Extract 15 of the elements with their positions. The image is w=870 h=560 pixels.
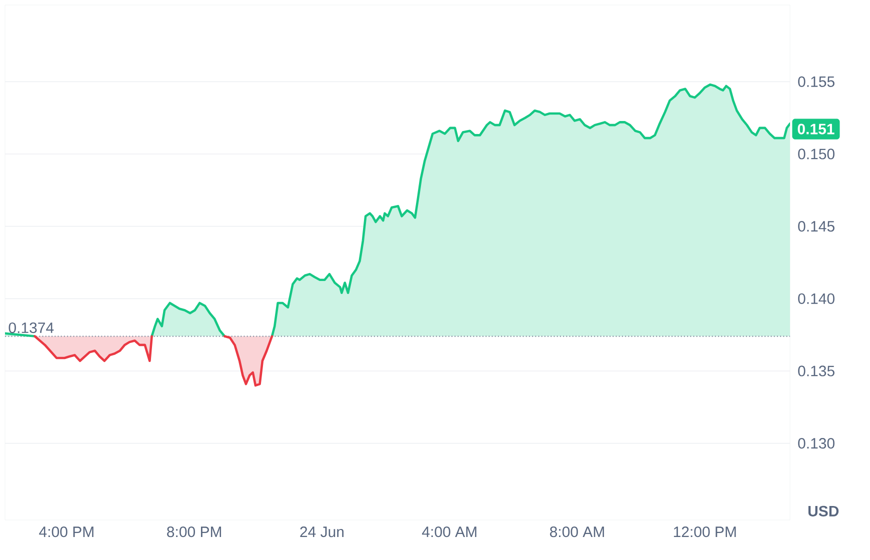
annotation: 0.151 [798, 124, 834, 134]
y-tick-label: 0.150 [798, 148, 834, 160]
y-tick-label: 0.155 [798, 76, 834, 87]
y-tick-label: 0.145 [798, 221, 834, 232]
x-tick-label: 8:00 PM [167, 526, 222, 538]
x-tick-label: 12:00 PM [674, 526, 736, 538]
y-tick-label: 0.135 [798, 366, 834, 376]
x-tick-label: 4:00 AM [422, 526, 476, 538]
y-tick-label: 0.140 [798, 293, 834, 304]
x-tick-label: 4:00 PM [39, 526, 94, 538]
y-axis-title: USD [808, 506, 839, 516]
y-tick-label: 0.130 [798, 438, 834, 449]
x-tick-label: 24 Jun [300, 526, 344, 538]
x-tick-label: 8:00 AM [550, 526, 604, 538]
ref-line-label: 0.1374 [8, 322, 54, 334]
